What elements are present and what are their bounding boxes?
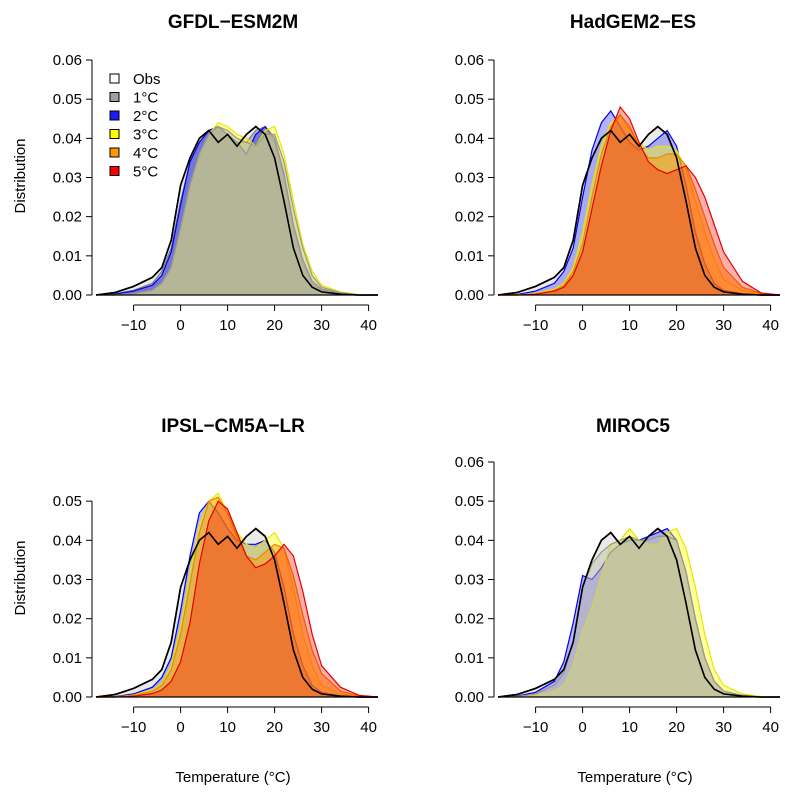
y-tick-label: 0.01 [53,650,82,667]
y-tick-label: 0.00 [455,689,484,706]
y-tick-label: 0.00 [53,287,82,304]
x-tick-label: 30 [715,719,732,736]
x-tick-label: 20 [266,719,283,736]
x-tick-label: −10 [523,719,548,736]
obs-line-top [95,125,378,296]
x-tick-label: 40 [360,317,377,334]
y-tick-label: 0.06 [455,454,484,471]
y-tick-label: 0.04 [455,130,484,147]
legend-label: 2°C [133,108,158,125]
legend-swatch [109,73,120,84]
density-area-4c [498,114,780,295]
x-tick-label: 40 [360,719,377,736]
y-tick-label: 0.03 [53,572,82,589]
legend-swatch [109,92,120,102]
chart-panel-3: IPSL−CM5A−LR 0.00 0.01 0.02 0.03 0.04 0.05 −10 0… [53,416,379,736]
x-tick-label: 0 [176,317,184,334]
obs-line-top [497,125,780,296]
density-area-5c [96,501,378,697]
y-axis-label-top: Distribution [12,138,29,213]
x-tick-label: 40 [762,719,779,736]
x-tick-label: 40 [762,317,779,334]
density-area-5c [498,107,780,295]
y-tick-label: 0.02 [53,209,82,226]
y-tick-label: 0.03 [53,170,82,187]
density-line-5c [498,105,781,296]
legend: Obs 1°C2°C 3°C4°C 5°C [109,71,161,181]
x-tick-label: 20 [668,719,685,736]
x-tick-label: 0 [578,317,586,334]
legend-label: 3°C [133,127,158,144]
x-tick-label: 0 [176,719,184,736]
legend-item: 1°C [109,90,158,107]
y-tick-label: 0.00 [53,689,82,706]
chart-panel-2: HadGEM2−ES 0.00 0.01 0.02 0.03 0.04 0.05 0.06 −1… [455,12,781,334]
y-tick-label: 0.03 [455,170,484,187]
x-tick-label: 10 [219,719,236,736]
chart-panel-1: GFDL−ESM2M 0.00 0.01 0.02 0.03 0.04 0.05 0.06 −1… [53,12,379,334]
x-tick-label: −10 [121,317,146,334]
x-tick-label: −10 [523,317,548,334]
panel-title: HadGEM2−ES [570,12,696,33]
y-tick-label: 0.06 [53,52,82,69]
y-tick-label: 0.05 [53,91,82,108]
y-tick-label: 0.04 [53,532,82,549]
y-tick-label: 0.01 [455,650,484,667]
legend-swatch [109,166,120,176]
y-tick-label: 0.02 [455,209,484,226]
density-area-4c [96,497,378,697]
y-tick-label: 0.05 [455,493,484,510]
legend-item: 2°C [109,108,158,125]
density-line-4c [497,535,780,698]
legend-item: 4°C [109,145,158,162]
x-axis-label-left: Temperature (°C) [175,769,290,786]
y-tick-label: 0.06 [455,52,484,69]
x-tick-label: 10 [219,317,236,334]
legend-item: Obs [109,71,161,88]
y-tick-label: 0.01 [53,248,82,265]
legend-item: 5°C [109,164,158,181]
panels: GFDL−ESM2M 0.00 0.01 0.02 0.03 0.04 0.05 0.06 −1… [53,12,781,736]
y-tick-label: 0.05 [455,91,484,108]
legend-label: Obs [133,71,161,88]
legend-swatch [109,110,120,121]
panel-title: IPSL−CM5A−LR [161,416,305,437]
density-line-5c [96,500,379,698]
density-area-4c [96,126,378,295]
x-tick-label: 30 [313,317,330,334]
legend-item: 3°C [109,127,158,144]
legend-swatch [109,129,120,139]
chart-panel-4: MIROC5 0.00 0.01 0.02 0.03 0.04 0.05 0.06 −10 0 10… [455,416,781,736]
legend-label: 1°C [133,90,158,107]
obs-line-top [95,527,378,698]
y-axis-label-bottom: Distribution [12,540,29,615]
x-tick-label: 30 [715,317,732,334]
x-tick-label: 20 [668,317,685,334]
x-axis-label-right: Temperature (°C) [577,769,692,786]
panel-title: GFDL−ESM2M [168,12,298,33]
x-tick-label: 30 [313,719,330,736]
density-area-4c [498,536,780,697]
legend-swatch [109,147,120,158]
x-tick-label: 10 [621,719,638,736]
density-line-4c [96,496,379,698]
y-tick-label: 0.02 [455,611,484,628]
x-tick-label: 0 [578,719,586,736]
panel-title: MIROC5 [596,416,670,437]
x-tick-label: 10 [621,317,638,334]
x-tick-label: 20 [266,317,283,334]
y-tick-label: 0.03 [455,572,484,589]
y-tick-label: 0.00 [455,287,484,304]
y-tick-label: 0.02 [53,611,82,628]
legend-label: 5°C [133,164,158,181]
obs-line-top [497,527,780,698]
y-tick-label: 0.05 [53,493,82,510]
y-tick-label: 0.04 [455,532,484,549]
x-tick-label: −10 [121,719,146,736]
y-tick-label: 0.04 [53,130,82,147]
density-line-4c [96,125,378,296]
y-tick-label: 0.01 [455,248,484,265]
legend-label: 4°C [133,145,158,162]
